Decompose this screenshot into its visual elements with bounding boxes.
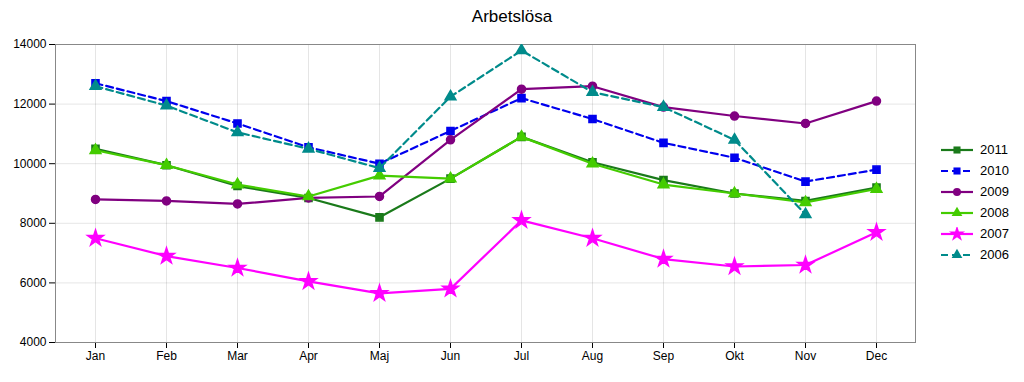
svg-text:Sep: Sep: [653, 349, 675, 363]
svg-text:8000: 8000: [20, 216, 47, 230]
html-text:Arbetslösa: Arbetslösa: [471, 7, 553, 26]
svg-text:Feb: Feb: [156, 349, 177, 363]
svg-text:Aug: Aug: [582, 349, 603, 363]
html-text:2010: 2010: [980, 163, 1009, 178]
svg-text:14000: 14000: [13, 37, 47, 51]
html-text:2008: 2008: [980, 205, 1009, 220]
html-text:2009: 2009: [980, 184, 1009, 199]
svg-text:Apr: Apr: [299, 349, 318, 363]
svg-text:Jul: Jul: [514, 349, 529, 363]
svg-text:Jun: Jun: [441, 349, 460, 363]
svg-text:Maj: Maj: [370, 349, 389, 363]
svg-text:12000: 12000: [13, 97, 47, 111]
svg-text:10000: 10000: [13, 157, 47, 171]
svg-text:Nov: Nov: [795, 349, 816, 363]
html-text:2007: 2007: [980, 226, 1009, 241]
svg-text:Jan: Jan: [86, 349, 105, 363]
svg-text:6000: 6000: [20, 276, 47, 290]
svg-text:Okt: Okt: [725, 349, 744, 363]
svg-text:4000: 4000: [20, 335, 47, 349]
svg-text:Mar: Mar: [227, 349, 248, 363]
html-text:2011: 2011: [980, 142, 1008, 157]
svg-text:Dec: Dec: [866, 349, 887, 363]
html-text:2006: 2006: [980, 247, 1009, 262]
